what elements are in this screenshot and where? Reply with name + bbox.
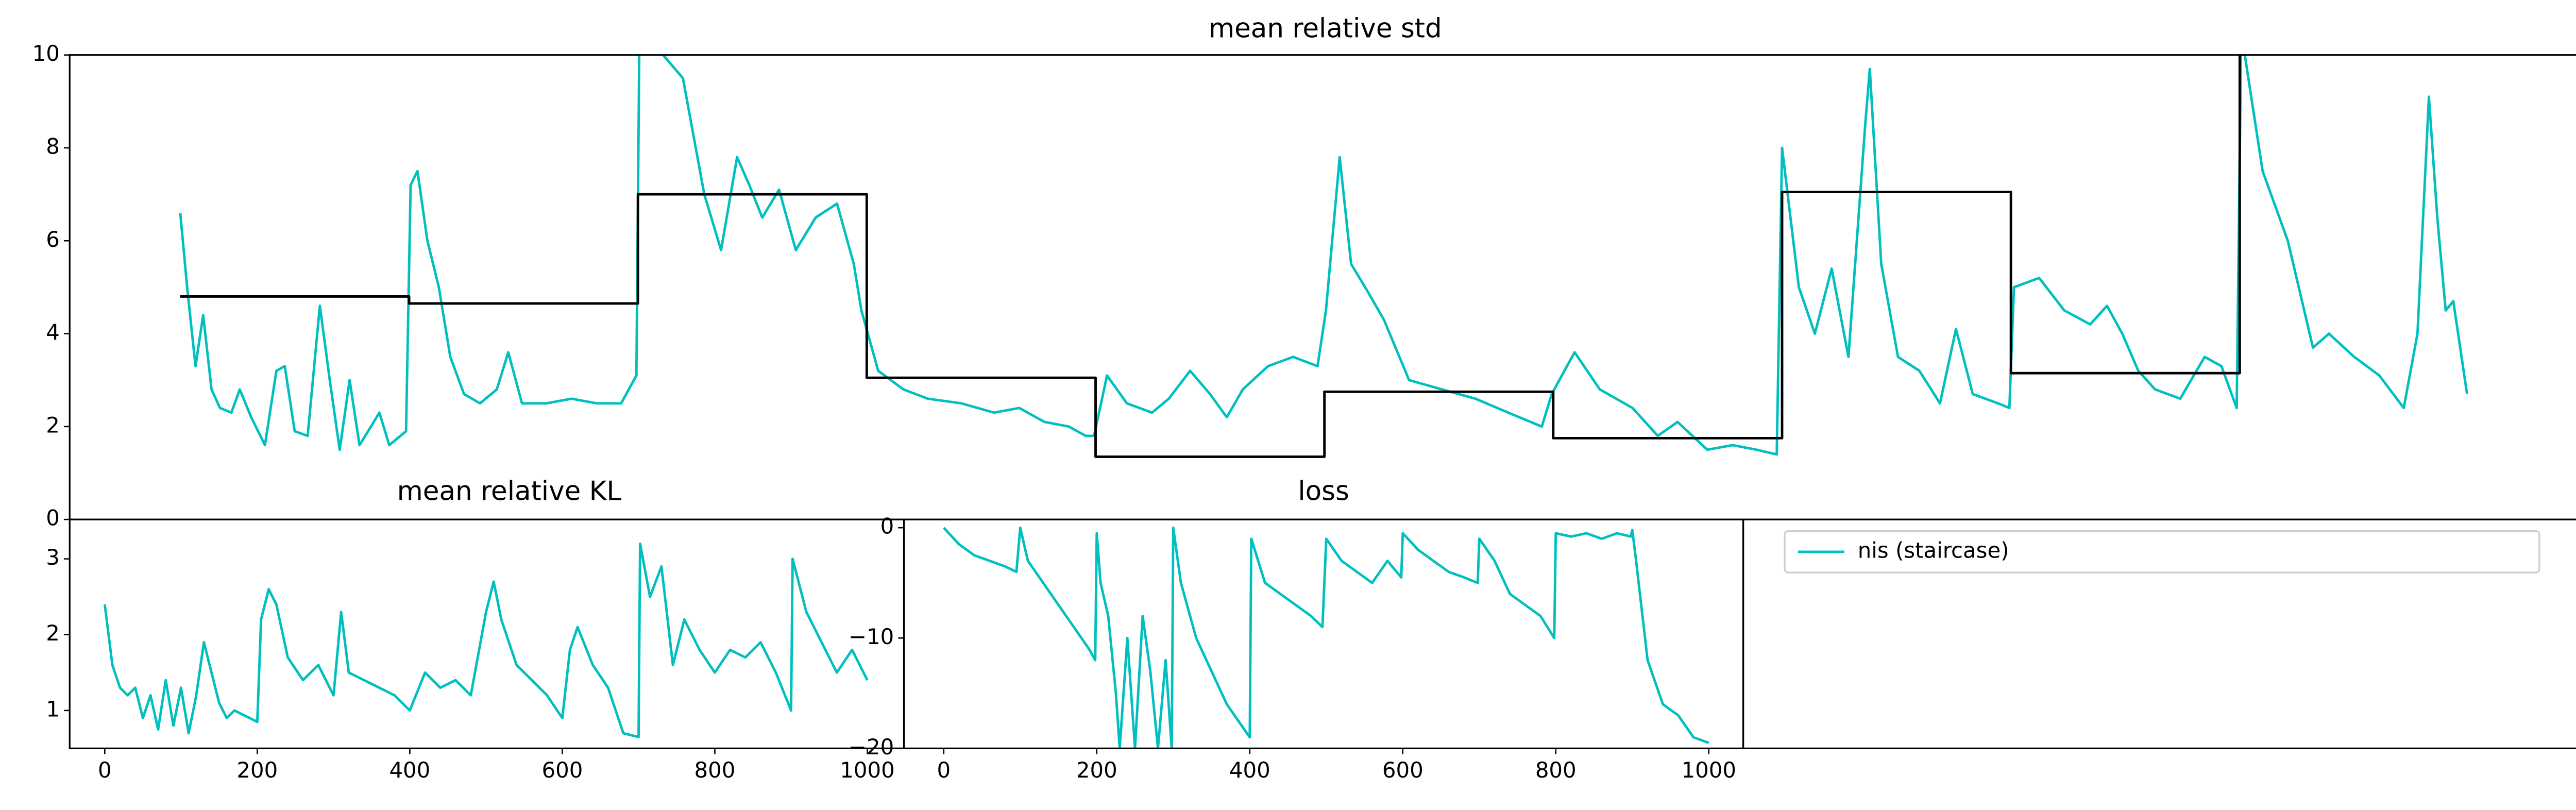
y-tick-label: 8	[46, 133, 60, 159]
axes-frame	[69, 54, 2576, 520]
y-tick-label: 10	[32, 41, 60, 66]
x-tick-label: 800	[1535, 757, 1577, 783]
y-tick-label: 3	[46, 545, 60, 570]
x-tick-label: 200	[236, 757, 278, 783]
plot-area	[943, 526, 1709, 749]
y-tick-label: 2	[46, 620, 60, 646]
axes-frame	[69, 518, 905, 750]
x-tick-label: 600	[1382, 757, 1423, 783]
x-tick-label: 800	[694, 757, 736, 783]
legend-box	[1784, 530, 2540, 573]
y-tick-label: 2	[46, 412, 60, 437]
y-tick-label: 1	[46, 696, 60, 721]
y-tick-label: −20	[849, 734, 894, 760]
x-tick-label: 400	[1229, 757, 1270, 783]
chart-title: loss	[1298, 476, 1349, 507]
chart-title: mean relative KL	[397, 476, 622, 507]
chart-title: mean relative std	[1209, 13, 1442, 44]
plot-area	[179, 55, 2468, 458]
data-line	[180, 55, 2241, 458]
y-tick-label: 0	[880, 514, 894, 539]
x-tick-label: 1000	[1682, 757, 1737, 783]
y-tick-label: 4	[46, 319, 60, 345]
data-line	[943, 526, 1709, 749]
legend-label: nis (staircase)	[1858, 537, 2009, 563]
y-tick-label: 6	[46, 227, 60, 252]
plot-area	[103, 542, 869, 738]
data-line	[103, 542, 869, 738]
x-tick-label: 200	[1076, 757, 1117, 783]
x-tick-label: 1000	[840, 757, 895, 783]
x-tick-label: 600	[541, 757, 583, 783]
x-tick-label: 0	[937, 757, 951, 783]
x-tick-label: 0	[98, 757, 112, 783]
x-tick-label: 400	[389, 757, 430, 783]
y-tick-label: 0	[46, 505, 60, 531]
y-tick-label: −10	[849, 624, 894, 649]
axes-frame	[903, 518, 1744, 750]
data-line	[179, 55, 2468, 456]
